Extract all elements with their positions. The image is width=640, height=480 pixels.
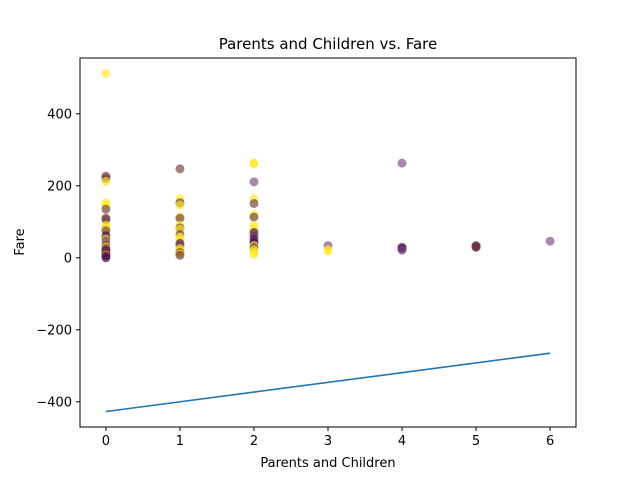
data-point (175, 250, 185, 260)
data-point (249, 158, 259, 168)
data-point (397, 158, 407, 168)
data-point (175, 213, 185, 223)
data-point (545, 236, 555, 246)
data-point (101, 253, 111, 263)
points-layer (101, 68, 555, 263)
y-tick-label: 400 (47, 107, 72, 122)
data-point (175, 164, 185, 174)
data-point (101, 68, 111, 78)
y-tick-label: 0 (64, 251, 72, 266)
x-axis: 0 1 2 3 4 5 6 (102, 427, 554, 449)
y-tick-label: −400 (36, 395, 72, 410)
data-point (471, 242, 481, 252)
y-axis-label: Fare (13, 228, 28, 255)
x-tick-label: 5 (472, 434, 480, 449)
data-point (249, 212, 259, 222)
x-tick-label: 6 (546, 434, 554, 449)
data-point (249, 177, 259, 187)
x-tick-label: 0 (102, 434, 110, 449)
x-tick-label: 4 (398, 434, 406, 449)
chart-title: Parents and Children vs. Fare (219, 35, 438, 53)
x-tick-label: 3 (324, 434, 332, 449)
y-tick-label: 200 (47, 179, 72, 194)
x-tick-label: 2 (250, 434, 258, 449)
regression-line (105, 352, 551, 413)
x-tick-label: 1 (176, 434, 184, 449)
data-point (249, 198, 259, 208)
y-axis: −400 −200 0 200 400 (36, 107, 80, 410)
data-point (101, 176, 111, 186)
line-layer (105, 352, 551, 413)
data-point (323, 246, 333, 256)
data-point (397, 245, 407, 255)
y-tick-label: −200 (36, 323, 72, 338)
x-axis-label: Parents and Children (260, 456, 395, 471)
data-point (101, 204, 111, 214)
data-point (249, 249, 259, 259)
data-point (175, 200, 185, 210)
